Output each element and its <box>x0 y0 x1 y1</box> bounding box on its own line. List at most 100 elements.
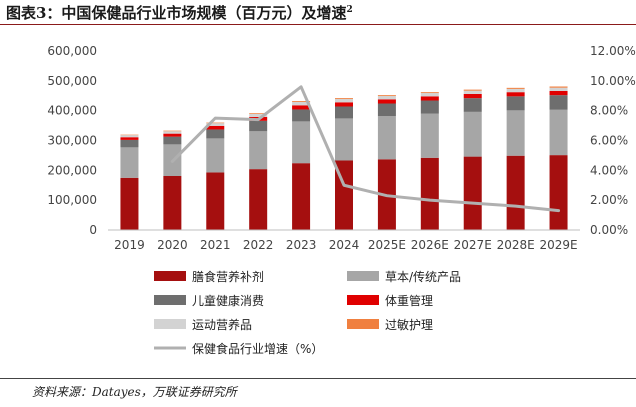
bar-segment <box>206 123 225 126</box>
bar-segment <box>120 137 139 140</box>
y-left-tick-label: 200,000 <box>47 163 97 177</box>
bar-segment <box>120 147 139 178</box>
bar-segment <box>420 100 439 114</box>
bar-segment <box>506 155 525 230</box>
bar-segment <box>335 118 353 161</box>
title-superscript: 2 <box>346 5 353 15</box>
y-right-tick-label: 2.00% <box>590 193 628 207</box>
y-left-tick-label: 500,000 <box>47 74 97 88</box>
bar-segment <box>206 138 225 173</box>
x-tick-label: 2020 <box>157 238 188 252</box>
bar-segment <box>420 96 439 101</box>
bar-segment <box>249 113 268 114</box>
x-tick-label: 2026E <box>411 238 449 252</box>
y-axis-left: 0 100,000 200,000 300,000 400,000 500,000 600,… <box>47 44 97 237</box>
bar-segment <box>206 129 225 139</box>
bar-segment <box>163 136 182 145</box>
bar-segment <box>249 169 268 230</box>
x-axis-labels: 2019 2020 2021 2022 2023 2024 2025E 2026E 2027E 2… <box>114 238 577 252</box>
bar-segment <box>549 86 568 88</box>
x-tick-label: 2023 <box>286 238 317 252</box>
bar-segment <box>163 176 182 230</box>
growth-line-layer <box>170 85 561 213</box>
bar-segment <box>463 89 482 91</box>
bar-segment <box>377 96 396 100</box>
bar-segment <box>120 135 139 138</box>
y-axis-right: 0.00% 2.00% 4.00% 6.00% 8.00% 10.00% 12.00% <box>590 44 636 237</box>
bar-segment <box>163 131 182 134</box>
legend-label: 草本/传统产品 <box>385 269 461 284</box>
source-note: 资料来源：Datayes，万联证券研究所 <box>32 385 237 399</box>
bar-segment <box>420 92 439 94</box>
bar-segment <box>506 110 525 156</box>
y-left-tick-label: 600,000 <box>47 44 97 58</box>
y-right-tick-label: 10.00% <box>590 74 636 88</box>
legend-label: 儿童健康消费 <box>192 293 264 308</box>
y-left-tick-label: 300,000 <box>47 134 97 148</box>
bar-segment <box>335 98 353 100</box>
legend-swatch <box>154 271 186 281</box>
bar-segment <box>292 102 311 106</box>
chart-title: 图表3：中国保健品行业市场规模（百万元）及增速2 <box>6 2 353 23</box>
bar-segment <box>120 139 139 148</box>
y-right-tick-label: 0.00% <box>590 223 628 237</box>
legend-swatch <box>154 319 186 329</box>
bar-segment <box>206 172 225 230</box>
bars-layer <box>120 86 568 230</box>
x-tick-label: 2025E <box>368 238 406 252</box>
legend-label: 体重管理 <box>385 293 433 308</box>
legend-swatch <box>347 295 379 305</box>
legend-swatch <box>347 271 379 281</box>
bar-segment <box>506 88 525 93</box>
y-left-tick-label: 400,000 <box>47 104 97 118</box>
bar-segment <box>163 130 182 132</box>
bar-segment <box>249 113 268 117</box>
legend-label: 膳食营养补剂 <box>192 269 264 284</box>
bar-segment <box>549 109 568 156</box>
bar-segment <box>292 121 311 164</box>
bar-segment <box>163 133 182 137</box>
growth-line <box>170 85 561 213</box>
bar-segment <box>292 163 311 230</box>
bar-segment <box>292 109 311 122</box>
y-right-tick-label: 6.00% <box>590 134 628 148</box>
bar-segment <box>335 106 353 119</box>
title-divider <box>0 24 636 25</box>
legend-label: 运动营养品 <box>192 317 252 332</box>
chart-title-text: 图表3：中国保健品行业市场规模（百万元）及增速 <box>6 4 347 22</box>
bar-segment <box>377 103 396 117</box>
bar-segment <box>335 99 353 103</box>
y-right-tick-label: 8.00% <box>590 104 628 118</box>
bar-segment <box>463 93 482 99</box>
bar-segment <box>420 113 439 158</box>
bar-segment <box>377 116 396 160</box>
bar-segment <box>120 177 139 230</box>
bar-segment <box>549 95 568 110</box>
bar-segment <box>206 122 225 124</box>
bar-segment <box>292 101 311 103</box>
bar-segment <box>249 131 268 170</box>
bar-segment <box>335 102 353 107</box>
bar-segment <box>463 111 482 157</box>
bar-segment <box>249 120 268 132</box>
bar-segment <box>549 87 568 91</box>
legend-label: 保健食品行业增速（%） <box>192 341 323 356</box>
x-tick-label: 2022 <box>243 238 274 252</box>
legend-swatch <box>347 319 379 329</box>
legend-swatch <box>154 295 186 305</box>
y-right-tick-label: 4.00% <box>590 163 628 177</box>
footer-divider <box>0 378 636 379</box>
bar-segment <box>506 92 525 97</box>
bar-segment <box>549 90 568 96</box>
bar-segment <box>549 155 568 230</box>
y-right-tick-label: 12.00% <box>590 44 636 58</box>
y-left-tick-label: 0 <box>89 223 97 237</box>
bar-segment <box>463 90 482 94</box>
x-tick-label: 2019 <box>114 238 145 252</box>
bar-segment <box>506 96 525 111</box>
bar-segment <box>377 99 396 104</box>
bar-segment <box>463 98 482 112</box>
legend-label: 过敏护理 <box>385 317 433 332</box>
